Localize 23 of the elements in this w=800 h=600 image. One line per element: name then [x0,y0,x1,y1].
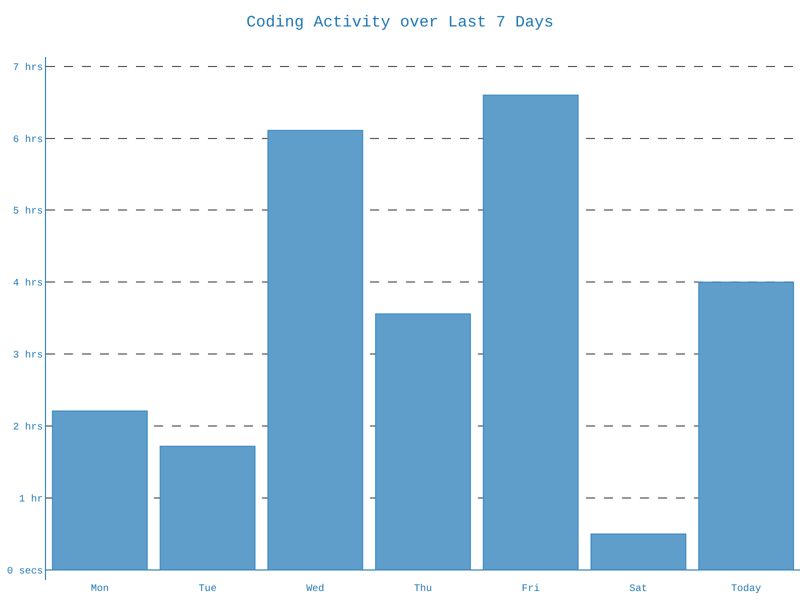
y-tick-label: 4 hrs [12,278,43,290]
x-tick-label: Today [731,583,762,595]
bar [160,446,256,570]
y-tick-label: 6 hrs [12,134,43,146]
x-tick-label: Tue [198,584,217,595]
bar [375,313,471,570]
bar [698,282,794,570]
x-tick-label: Wed [306,583,324,595]
y-tick-label: 5 hrs [12,206,43,218]
bar [267,130,364,570]
x-tick-label: Sat [629,584,648,595]
bar [590,533,686,570]
y-tick-label: 2 hrs [12,422,43,434]
bar [52,410,148,570]
x-tick-label: Thu [414,583,432,595]
x-tick-label: Mon [90,584,109,595]
y-tick-label: 1 hr [18,493,43,506]
bar [482,94,579,570]
y-tick-label: 0 secs [6,566,43,578]
y-tick-label: 7 hrs [12,62,43,74]
chart-title: Coding Activity over Last 7 Days [246,14,554,32]
x-tick-label: Fri [522,583,540,595]
y-tick-label: 3 hrs [12,350,43,362]
